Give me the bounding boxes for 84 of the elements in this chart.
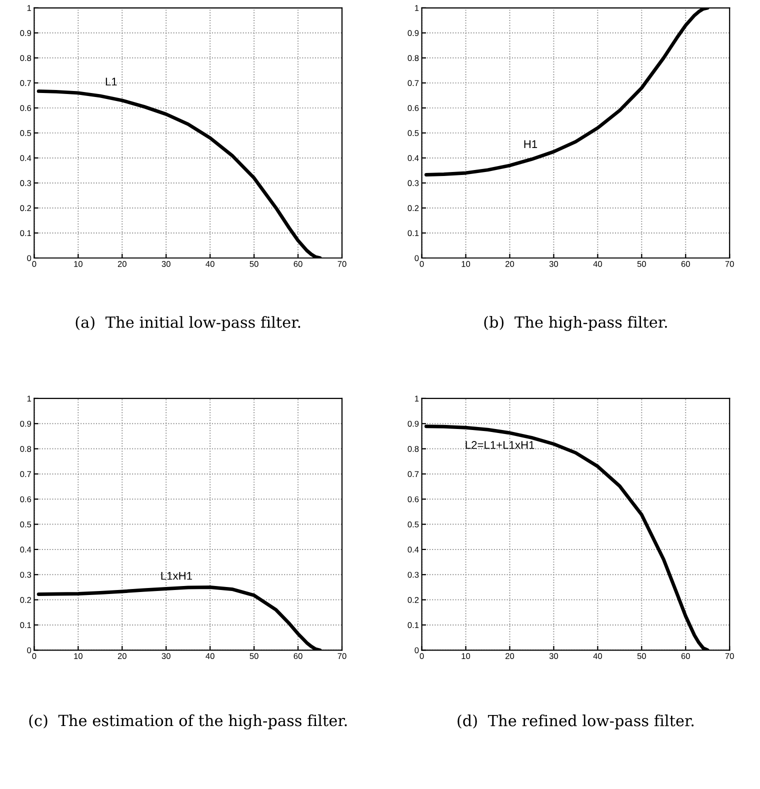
x-tick-label: 40 [206,261,214,267]
y-tick-label: 0.5 [20,521,32,528]
x-tick-label: 50 [250,261,258,267]
text: (a) The initial low-pass filter. [76,316,300,331]
y-tick-label: 0.8 [408,446,419,452]
y-tick-label: 0.6 [408,105,419,112]
x-tick-label: 40 [593,653,602,660]
y-tick-label: 0.1 [408,230,419,236]
y-tick-label: 0.2 [20,597,32,603]
y-tick-label: 0.4 [408,155,419,162]
text: (d) The refined low-pass filter. [458,714,694,730]
x-tick-label: 0 [420,653,424,660]
x-tick-label: 30 [162,653,170,660]
x-tick-label: 60 [294,261,302,267]
x-tick-label: 10 [462,261,470,267]
y-tick-label: 0.7 [408,80,419,86]
y-tick-label: 0.4 [20,155,32,162]
x-tick-label: 60 [681,261,690,267]
x-tick-label: 20 [118,261,126,267]
annotation: L1 [106,78,117,86]
x-tick-label: 20 [118,653,126,660]
y-tick-label: 0 [414,255,419,262]
x-tick-label: 30 [549,261,558,267]
x-tick-label: 50 [637,653,646,660]
x-tick-label: 10 [74,261,82,267]
x-tick-label: 40 [206,653,214,660]
y-tick-label: 0.9 [408,30,419,36]
y-tick-label: 1 [415,396,419,402]
y-tick-label: 0.7 [20,471,32,478]
text: (b) The high-pass filter. [484,316,667,331]
x-tick-label: 70 [725,653,734,660]
y-tick-label: 0.7 [20,80,32,86]
x-tick-label: 60 [294,653,302,660]
y-tick-label: 0.4 [408,546,419,553]
x-tick-label: 30 [549,653,558,660]
y-tick-label: 1 [415,5,419,11]
y-tick-label: 0.6 [20,496,32,502]
y-tick-label: 0.9 [20,30,32,36]
x-tick-label: 50 [637,261,646,267]
x-tick-label: 70 [338,653,346,660]
y-tick-label: 0.5 [408,521,419,528]
y-tick-label: 0 [414,647,419,654]
annotation: L2=L1+L1xH1 [466,441,534,449]
y-tick-label: 0.8 [20,446,32,452]
y-tick-label: 0 [27,647,32,654]
y-tick-label: 0.1 [20,622,32,628]
y-tick-label: 0.3 [408,572,419,578]
y-tick-label: 0.8 [408,55,419,62]
y-tick-label: 1 [27,5,32,11]
x-tick-label: 20 [506,653,514,660]
y-tick-label: 0.6 [408,496,419,502]
y-tick-label: 0.2 [20,205,32,212]
y-tick-label: 0.9 [20,420,32,427]
y-tick-label: 0.5 [20,130,32,136]
x-tick-label: 10 [74,653,82,660]
x-tick-label: 20 [506,261,514,267]
x-tick-label: 10 [462,653,470,660]
x-tick-label: 0 [32,261,36,267]
y-tick-label: 0.3 [408,180,419,186]
x-tick-label: 30 [162,261,170,267]
y-tick-label: 0.2 [408,205,419,212]
y-tick-label: 0.2 [408,597,419,603]
y-tick-label: 0.7 [408,471,419,478]
y-tick-label: 0.5 [408,130,419,136]
y-tick-label: 0.4 [20,546,32,553]
annotation: H1 [524,140,538,148]
y-tick-label: 0.9 [408,420,419,427]
y-tick-label: 0.1 [20,230,32,236]
x-tick-label: 70 [338,261,346,267]
y-tick-label: 0.3 [20,180,32,186]
text: (c) The estimation of the high-pass filter. [29,714,347,730]
x-tick-label: 70 [725,261,734,267]
y-tick-label: 0.8 [20,55,32,62]
x-tick-label: 0 [32,653,36,660]
y-tick-label: 0.6 [20,105,32,112]
annotation: L1xH1 [161,572,192,580]
x-tick-label: 0 [420,261,424,267]
y-tick-label: 0 [27,255,32,262]
x-tick-label: 50 [250,653,258,660]
y-tick-label: 0.3 [20,572,32,578]
y-tick-label: 1 [27,396,32,402]
x-tick-label: 40 [593,261,602,267]
x-tick-label: 60 [681,653,690,660]
y-tick-label: 0.1 [408,622,419,628]
